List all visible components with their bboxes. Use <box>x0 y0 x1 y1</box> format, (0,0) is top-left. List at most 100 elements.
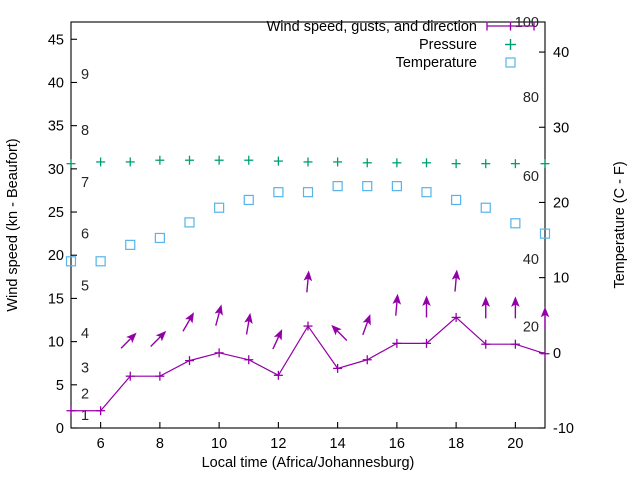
x-tick-label: 14 <box>330 436 346 452</box>
pressure-point <box>96 157 106 167</box>
gust-arrow <box>272 329 283 350</box>
wind-speed-point <box>185 356 194 366</box>
legend-swatch-pressure <box>505 39 516 50</box>
beaufort-label: 7 <box>81 175 89 191</box>
gust-arrow <box>511 296 520 319</box>
fahrenheit-label: 100 <box>515 15 539 31</box>
temperature-point <box>510 218 521 229</box>
temperature-point <box>302 187 314 198</box>
wind-speed-point <box>125 371 135 381</box>
beaufort-scale-labels: 1 2 3 4 5 6 7 8 9 <box>81 67 89 424</box>
gust-arrow <box>481 296 491 319</box>
pressure-series <box>66 155 550 169</box>
pressure-point <box>155 155 165 165</box>
pressure-point <box>540 159 550 169</box>
temperature-point <box>273 187 284 198</box>
y2-axis-title: Temperature (C - F) <box>612 161 628 288</box>
temperature-point <box>480 202 491 213</box>
wind-speed-point <box>244 355 254 365</box>
temperature-point <box>243 194 254 206</box>
wind-speed-point <box>66 406 76 416</box>
x-tick-label: 10 <box>211 436 227 452</box>
wind-speed-point <box>155 371 165 381</box>
wind-speed-point <box>392 338 402 348</box>
y-tick-label: 10 <box>48 335 64 351</box>
wind-speed-series <box>66 312 550 416</box>
beaufort-label: 2 <box>81 386 89 402</box>
wind-speed-point <box>540 349 550 359</box>
wind-speed-point <box>451 312 461 322</box>
legend-label-wind: Wind speed, gusts, and direction <box>267 19 477 35</box>
pressure-point <box>125 157 135 167</box>
fahrenheit-label: 60 <box>523 169 539 185</box>
temperature-point <box>451 194 462 206</box>
temperature-point <box>125 239 136 250</box>
pressure-point <box>303 157 313 167</box>
pressure-point <box>66 159 76 169</box>
wind-speed-point <box>333 363 343 373</box>
y-tick-label: 20 <box>48 248 64 264</box>
gust-arrow <box>540 306 550 329</box>
gust-arrow <box>150 330 167 347</box>
x-axis-title: Local time (Africa/Johannesburg) <box>202 455 415 471</box>
wind-speed-point <box>273 370 283 380</box>
fahrenheit-label: 20 <box>523 320 539 336</box>
beaufort-label: 8 <box>81 123 89 139</box>
y-tick-label: 45 <box>48 32 64 48</box>
chart-legend: Wind speed, gusts, and direction Pressur… <box>267 19 535 71</box>
legend-swatch-wind <box>486 21 535 31</box>
temperature-point <box>95 256 106 267</box>
y-axis-title: Wind speed (kn - Beaufort) <box>5 138 21 311</box>
y2-tick-label: 0 <box>553 346 561 362</box>
wind-speed-point <box>422 338 431 348</box>
y-tick-label: 5 <box>56 378 64 394</box>
gust-arrow <box>214 304 223 326</box>
y2-tick-label: 40 <box>553 45 569 61</box>
temperature-point <box>332 181 343 192</box>
x-tick-label: 12 <box>270 436 286 452</box>
beaufort-label: 4 <box>81 326 89 342</box>
fahrenheit-scale-labels: 20 40 60 80 100 <box>515 15 539 336</box>
wind-speed-point <box>362 355 372 365</box>
pressure-point <box>333 157 343 167</box>
gust-arrow <box>422 295 431 318</box>
gust-arrow <box>120 332 137 349</box>
pressure-point <box>273 156 283 166</box>
y-axis-ticks: 0 5 10 15 20 25 30 35 40 45 <box>48 32 77 437</box>
y2-tick-label: 10 <box>553 271 569 287</box>
y2-tick-label: 30 <box>553 120 569 136</box>
gust-arrow <box>182 312 194 332</box>
pressure-point <box>244 155 254 165</box>
temperature-point <box>391 181 402 192</box>
plot-border <box>70 21 546 429</box>
pressure-point <box>510 159 520 169</box>
x-tick-label: 20 <box>507 436 523 452</box>
wind-speed-line <box>71 316 546 412</box>
y2-tick-label: 20 <box>553 195 569 211</box>
beaufort-label: 1 <box>81 408 89 424</box>
x-tick-label: 16 <box>389 436 405 452</box>
gust-arrow <box>331 324 348 341</box>
gust-arrow <box>451 269 461 292</box>
y-tick-label: 25 <box>48 205 64 221</box>
y-tick-label: 0 <box>56 421 64 437</box>
pressure-point <box>481 159 491 169</box>
temperature-series <box>65 181 551 267</box>
y-tick-label: 30 <box>48 162 64 178</box>
temperature-point <box>214 202 225 213</box>
pressure-point <box>392 158 402 168</box>
legend-label-temperature: Temperature <box>396 55 477 71</box>
x-tick-label: 8 <box>156 436 164 452</box>
beaufort-label: 9 <box>81 67 89 83</box>
y2-tick-label: -10 <box>553 421 574 437</box>
x-tick-label: 6 <box>97 436 105 452</box>
y2-axis-ticks: -10 0 10 20 30 40 <box>539 45 574 437</box>
temperature-point <box>65 256 77 267</box>
fahrenheit-label: 80 <box>523 90 539 106</box>
beaufort-label: 6 <box>81 227 89 243</box>
y-tick-label: 40 <box>48 75 64 91</box>
gust-arrow <box>303 270 313 293</box>
wind-speed-point <box>214 348 224 358</box>
temperature-point <box>154 232 165 244</box>
